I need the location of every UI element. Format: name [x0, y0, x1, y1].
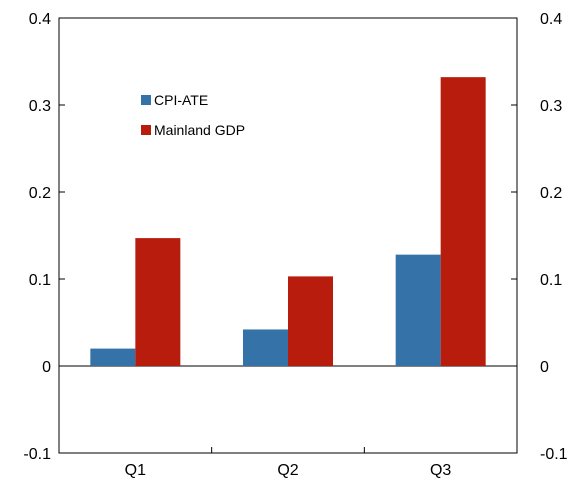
left-y-axis: -0.1 0 0.1 0.2 0.3 0.4: [23, 11, 65, 463]
left-tick-label: 0.2: [29, 185, 51, 202]
plot-area: [58, 17, 518, 454]
bar-mainland-gdp-q3: [440, 77, 486, 366]
left-tick-label: 0.4: [29, 11, 51, 28]
x-tick-label: Q1: [125, 462, 146, 479]
legend-label: Mainland GDP: [154, 122, 245, 138]
bar-mainland-gdp-q2: [288, 276, 333, 366]
left-tick-label: -0.1: [23, 446, 51, 463]
bar-mainland-gdp-q1: [135, 238, 181, 366]
bar-cpi-ate-q3: [395, 254, 441, 366]
legend-swatch: [141, 95, 151, 105]
bar-cpi-ate-q2: [243, 329, 288, 366]
x-tick-label: Q2: [277, 462, 298, 479]
left-tick-label: 0.3: [29, 98, 51, 115]
legend-label: CPI-ATE: [154, 92, 208, 108]
right-tick-label: 0.2: [540, 185, 562, 202]
right-tick-label: 0.3: [540, 98, 562, 115]
bar-cpi-ate-q1: [90, 348, 136, 366]
right-tick-label: 0.4: [540, 11, 562, 28]
left-tick-label: 0: [42, 359, 51, 376]
right-tick-label: 0: [540, 359, 549, 376]
right-tick-label: -0.1: [540, 446, 568, 463]
legend-swatch: [141, 125, 151, 135]
right-tick-label: 0.1: [540, 272, 562, 289]
right-y-axis: -0.1 0 0.1 0.2 0.3 0.4: [511, 11, 568, 463]
legend: CPI-ATE Mainland GDP: [141, 92, 245, 138]
x-axis: Q1 Q2 Q3: [125, 447, 451, 479]
x-tick-label: Q3: [430, 462, 451, 479]
left-tick-label: 0.1: [29, 272, 51, 289]
bars-group: [90, 77, 486, 366]
